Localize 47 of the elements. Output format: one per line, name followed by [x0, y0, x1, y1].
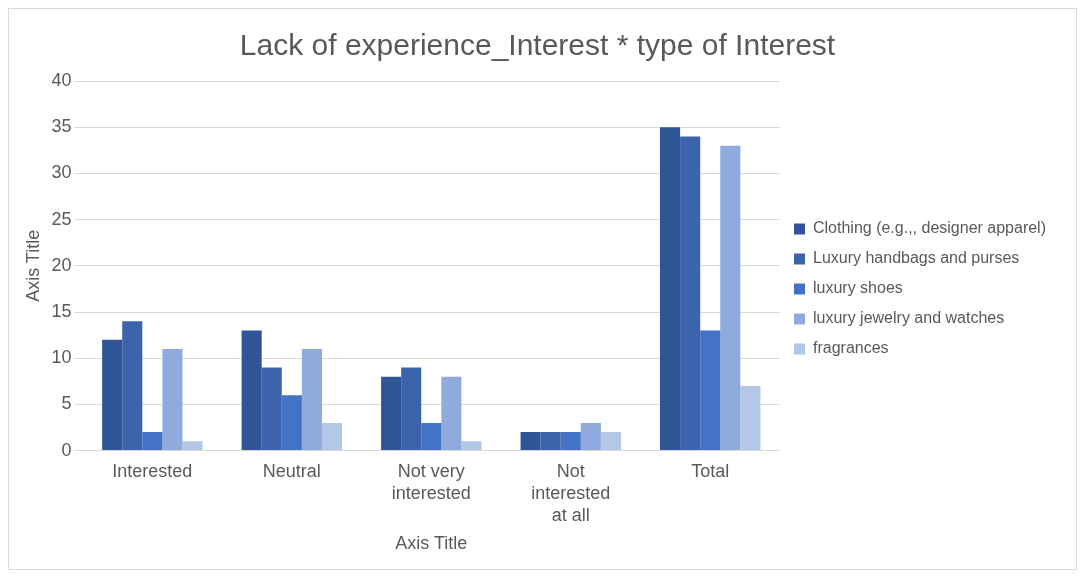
bar	[281, 395, 302, 451]
bar	[441, 376, 462, 451]
bar	[461, 441, 482, 451]
bar	[241, 330, 262, 451]
legend-label: luxury jewelry and watches	[812, 309, 1005, 327]
legend-label: luxury shoes	[812, 279, 903, 297]
legend-label: Luxury handbags and purses	[812, 249, 1020, 267]
bar	[540, 432, 561, 451]
y-tick-label: 5	[61, 393, 72, 414]
bar	[122, 321, 143, 451]
bar	[162, 348, 183, 451]
bar	[740, 385, 761, 451]
y-tick-label: 0	[61, 439, 72, 460]
bar	[142, 432, 163, 451]
y-tick-label: 25	[51, 208, 72, 229]
bar	[421, 422, 442, 451]
y-tick-label: 10	[51, 347, 72, 368]
x-tick-label: Not interested at all	[531, 461, 611, 525]
y-axis-title: Axis Title	[22, 229, 43, 302]
legend-label: Clothing (e.g.,, designer apparel)	[812, 219, 1047, 237]
bar	[102, 339, 123, 451]
bar	[321, 422, 343, 451]
y-tick-label: 30	[51, 162, 72, 183]
y-tick-label: 15	[51, 300, 72, 321]
chart-title: Lack of experience_Interest * type of Interest	[239, 28, 836, 62]
x-axis-title: Axis Title	[395, 533, 468, 554]
bar	[182, 441, 203, 451]
bar	[600, 432, 621, 451]
bar	[301, 348, 322, 451]
bar	[261, 367, 282, 451]
bar	[520, 432, 541, 451]
y-tick-label: 20	[51, 254, 72, 275]
legend-label: fragrances	[812, 339, 889, 357]
bar	[720, 145, 741, 451]
bar	[401, 367, 422, 451]
x-tick-label: Interested	[112, 461, 193, 482]
x-tick-label: Neutral	[262, 461, 321, 482]
bar	[580, 422, 601, 451]
y-tick-label: 35	[51, 116, 72, 137]
bar	[660, 127, 681, 451]
y-tick-label: 40	[51, 69, 72, 90]
x-tick-label: Total	[691, 461, 730, 482]
x-tick-label: Not very interested	[391, 461, 471, 503]
bar	[700, 330, 721, 451]
bar	[381, 376, 402, 451]
bar	[680, 136, 701, 451]
bar	[560, 432, 581, 451]
